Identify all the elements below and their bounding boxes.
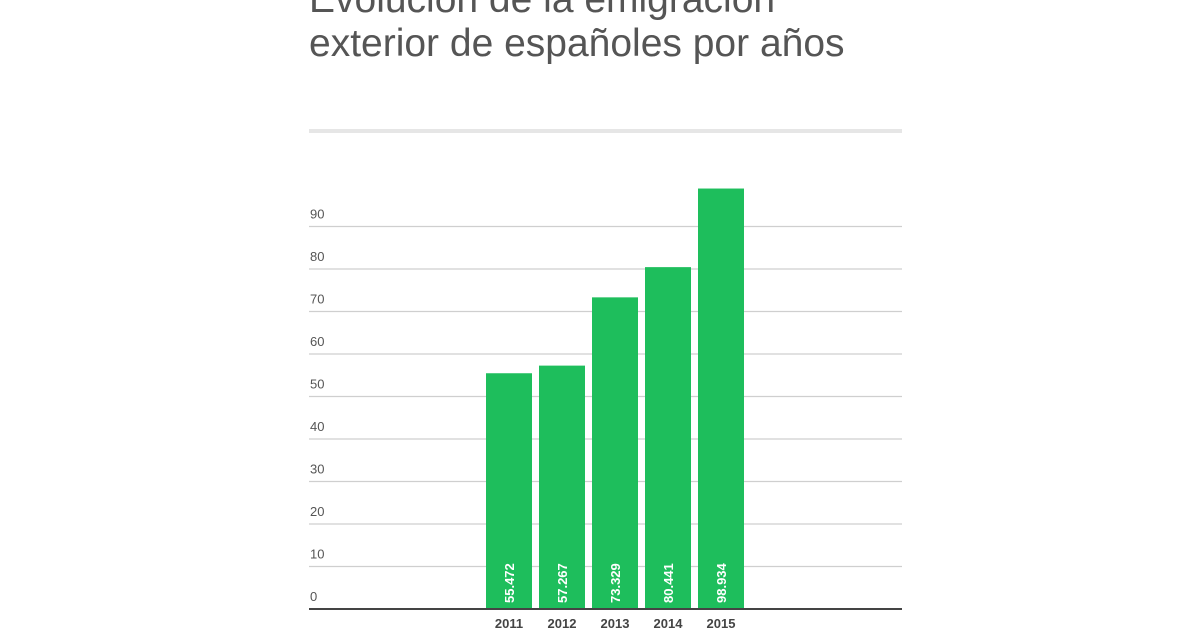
y-tick-label: 90: [310, 207, 324, 222]
y-tick-label: 40: [310, 419, 324, 434]
bar-2012: [539, 365, 585, 609]
bar-2014: [645, 267, 691, 609]
y-tick-label: 60: [310, 334, 324, 349]
x-tick-label: 2013: [601, 616, 630, 630]
x-tick-label: 2012: [548, 616, 577, 630]
bar-2013: [592, 297, 638, 609]
y-tick-label: 10: [310, 547, 324, 562]
bar-2011: [486, 373, 532, 609]
x-tick-label: 2015: [707, 616, 736, 630]
title-divider: [309, 129, 902, 133]
bar-2015: [698, 188, 744, 609]
data-label: 73.329: [608, 563, 623, 603]
y-tick-label: 0: [310, 589, 317, 604]
data-label: 57.267: [555, 563, 570, 603]
y-tick-label: 80: [310, 249, 324, 264]
y-tick-label: 70: [310, 292, 324, 307]
x-tick-label: 2011: [495, 616, 523, 630]
y-tick-label: 50: [310, 377, 324, 392]
x-tick-label: 2014: [654, 616, 684, 630]
chart-title: Evolución de la emigración exterior de e…: [309, 0, 845, 65]
y-tick-label: 30: [310, 462, 324, 477]
data-label: 98.934: [714, 562, 729, 603]
data-label: 80.441: [661, 563, 676, 603]
data-label: 55.472: [502, 563, 517, 603]
y-tick-label: 20: [310, 504, 324, 519]
